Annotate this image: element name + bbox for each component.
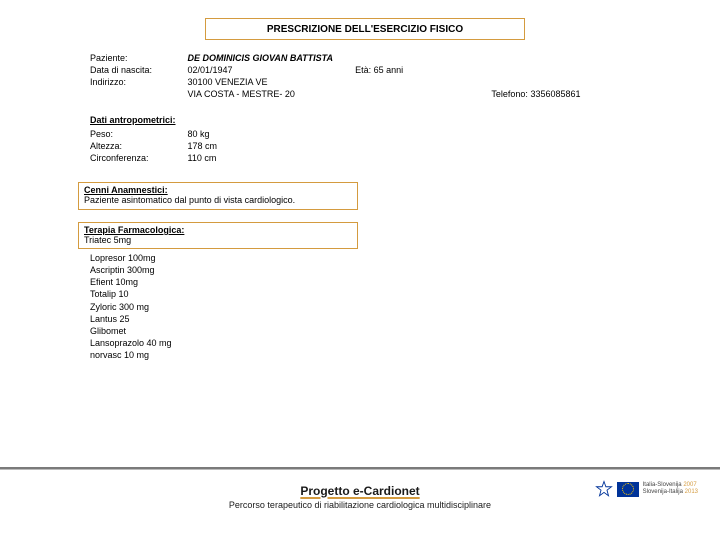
cenni-box: Cenni Anamnestici: Paziente asintomatico… [78,182,358,210]
footer-rule [0,467,720,470]
title-box: PRESCRIZIONE DELL'ESERCIZIO FISICO [205,18,525,40]
patient-addr1: 30100 VENEZIA VE [188,76,268,88]
terapia-box: Terapia Farmacologica: Triatec 5mg [78,222,358,249]
star-icon [595,480,613,498]
patient-tel: 3356085861 [530,89,580,99]
cenni-title: Cenni Anamnestici: [84,185,352,195]
meds-list: Lopresor 100mg Ascriptin 300mg Efient 10… [90,252,172,361]
label-eta: Età: [355,65,371,75]
logo-year1: 2007 [683,482,696,488]
med-item: Zyloric 300 mg [90,301,172,313]
med-item: Lansoprazolo 40 mg [90,337,172,349]
logo-year2: 2013 [685,489,698,495]
label-altezza: Altezza: [90,140,185,152]
logo-line2: Slovenija-Italija [643,489,683,495]
eu-flag-icon [617,482,639,497]
patient-addr2: VIA COSTA - MESTRE- 20 [188,88,295,100]
logo-line1: Italia-Slovenija [643,482,682,488]
med-item: Efient 10mg [90,276,172,288]
med-item: norvasc 10 mg [90,349,172,361]
peso-value: 80 kg [188,128,210,140]
med-item: Lopresor 100mg [90,252,172,264]
label-peso: Peso: [90,128,185,140]
logo-block: Italia-Slovenija 2007 Slovenija-Italija … [595,480,698,498]
patient-dob: 02/01/1947 [188,64,233,76]
document-title: PRESCRIZIONE DELL'ESERCIZIO FISICO [267,24,463,35]
circonferenza-value: 110 cm [188,152,217,164]
label-circonferenza: Circonferenza: [90,152,185,164]
altezza-value: 178 cm [188,140,218,152]
label-dob: Data di nascita: [90,64,185,76]
med-item: Lantus 25 [90,313,172,325]
footer-subtitle: Percorso terapeutico di riabilitazione c… [0,500,720,510]
terapia-title: Terapia Farmacologica: [84,225,352,235]
patient-name: DE DOMINICIS GIOVAN BATTISTA [188,52,334,64]
anthro-block: Peso: 80 kg Altezza: 178 cm Circonferenz… [90,128,217,164]
patient-info-block: Paziente: DE DOMINICIS GIOVAN BATTISTA D… [90,52,581,101]
patient-eta: 65 anni [374,65,404,75]
med-item: Totalip 10 [90,288,172,300]
label-telefono: Telefono: [491,89,528,99]
label-paziente: Paziente: [90,52,185,64]
anthro-header: Dati antropometrici: [90,115,176,125]
cenni-text: Paziente asintomatico dal punto di vista… [84,195,352,205]
label-indirizzo: Indirizzo: [90,76,185,88]
med-item: Glibomet [90,325,172,337]
terapia-first: Triatec 5mg [84,235,352,245]
med-item: Ascriptin 300mg [90,264,172,276]
logo-text: Italia-Slovenija 2007 Slovenija-Italija … [643,482,698,495]
